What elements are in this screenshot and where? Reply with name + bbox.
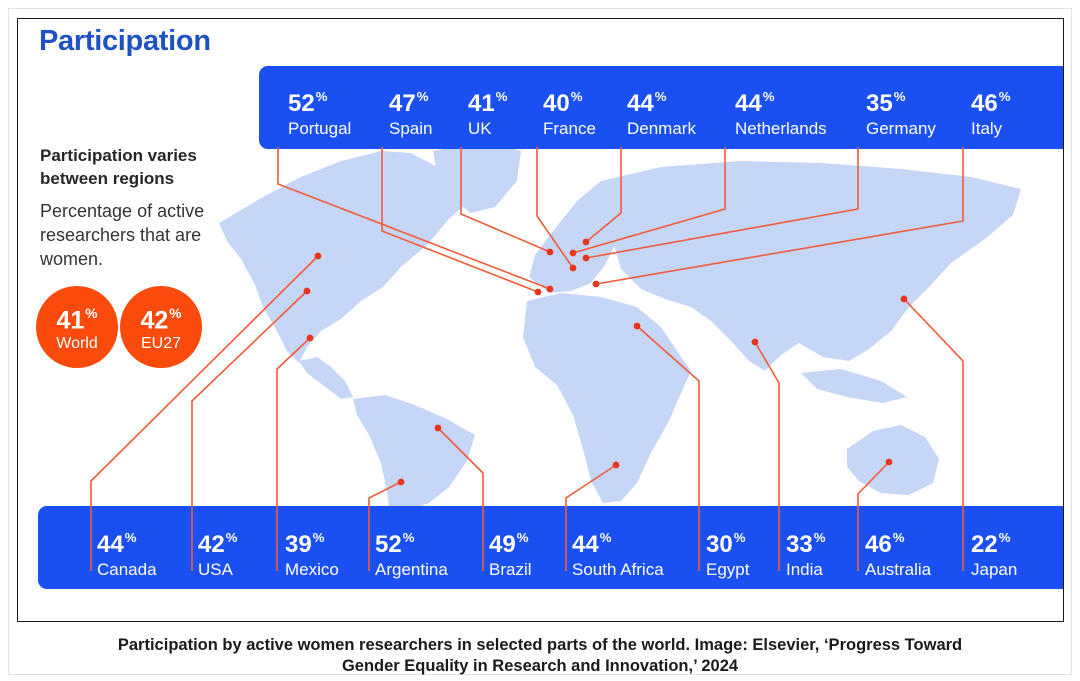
leader-mexico: [276, 337, 311, 571]
leader-germany: [585, 147, 859, 259]
label-usa: 42% USA: [198, 530, 238, 579]
marker-canada: [314, 252, 322, 260]
japan-shape: [897, 247, 919, 303]
marker-usa: [303, 287, 311, 295]
subtitle: Participation varies between regions: [40, 146, 197, 188]
description: Percentage of active researchers that ar…: [40, 201, 205, 269]
infographic: Participation Participation varies betwe…: [17, 18, 1064, 622]
marker-uk: [546, 248, 554, 256]
marker-netherlands: [569, 249, 577, 257]
label-portugal: 52% Portugal: [288, 89, 352, 138]
label-mexico: 39% Mexico: [285, 530, 339, 579]
marker-france: [569, 264, 577, 272]
leader-denmark: [585, 147, 622, 243]
leader-south-africa: [565, 464, 617, 571]
eu27-label: EU27: [140, 335, 182, 353]
marker-india: [751, 338, 759, 346]
world-label: World: [56, 335, 98, 353]
leader-italy: [595, 147, 964, 285]
label-france: 40% France: [543, 89, 596, 138]
label-uk: 41% UK: [468, 89, 508, 138]
label-spain: 47% Spain: [389, 89, 433, 138]
world-value: 41%: [56, 306, 98, 335]
asia-shape: [601, 161, 1021, 371]
caption-line-1: Participation by active women researcher…: [117, 636, 963, 654]
label-canada: 44% Canada: [97, 530, 157, 579]
continents: [219, 141, 1021, 521]
label-italy: 46% Italy: [971, 89, 1011, 138]
page-title: Participation: [39, 25, 211, 57]
label-australia: 46% Australia: [865, 530, 932, 579]
leader-argentina: [368, 481, 402, 571]
north-america-shape: [219, 151, 471, 363]
south-america-shape: [353, 395, 475, 521]
leader-brazil: [437, 427, 484, 571]
world-badge: 41% World: [36, 286, 118, 368]
label-argentina: 52% Argentina: [375, 530, 448, 579]
marker-denmark: [582, 238, 590, 246]
marker-portugal: [546, 285, 554, 293]
leader-uk: [460, 147, 551, 253]
marker-south-africa: [612, 461, 620, 469]
marker-australia: [885, 458, 893, 466]
caption-line-2: Gender Equality in Research and Innovati…: [341, 657, 739, 675]
marker-egypt: [633, 322, 641, 330]
location-markers: [303, 238, 908, 486]
leader-australia: [857, 461, 890, 571]
marker-italy: [592, 280, 600, 288]
leader-india: [754, 341, 780, 571]
top-band-shape: [259, 66, 1063, 149]
label-brazil: 49% Brazil: [489, 530, 532, 579]
world-map: [38, 66, 1063, 589]
southeast-asia-shape: [801, 369, 907, 403]
label-netherlands: 44% Netherlands: [735, 89, 827, 138]
figure-caption: Participation by active women researcher…: [0, 635, 1080, 677]
label-india: 33% India: [786, 530, 826, 579]
leader-spain: [381, 147, 539, 293]
greenland-shape: [433, 141, 521, 213]
leader-egypt: [636, 325, 700, 571]
australia-shape: [847, 425, 939, 495]
leader-japan: [903, 298, 964, 571]
label-japan: 22% Japan: [971, 530, 1018, 579]
central-america-shape: [299, 357, 353, 399]
marker-argentina: [397, 478, 405, 486]
leader-canada: [90, 255, 319, 571]
marker-japan: [900, 295, 908, 303]
leader-france: [536, 147, 574, 269]
label-south-africa: 44% South Africa: [572, 530, 664, 579]
leader-netherlands: [572, 147, 726, 254]
marker-germany: [582, 254, 590, 262]
label-denmark: 44% Denmark: [627, 89, 696, 138]
eu27-badge: 42% EU27: [120, 286, 202, 368]
marker-spain: [534, 288, 542, 296]
marker-brazil: [434, 424, 442, 432]
marker-mexico: [306, 334, 314, 342]
eu27-value: 42%: [140, 306, 182, 335]
label-egypt: 30% Egypt: [706, 530, 750, 579]
leader-usa: [191, 290, 308, 571]
leader-portugal: [277, 147, 551, 290]
leader-lines: [90, 147, 964, 571]
bottom-band-shape: [38, 506, 1063, 589]
label-germany: 35% Germany: [866, 89, 936, 138]
africa-shape: [523, 293, 691, 503]
